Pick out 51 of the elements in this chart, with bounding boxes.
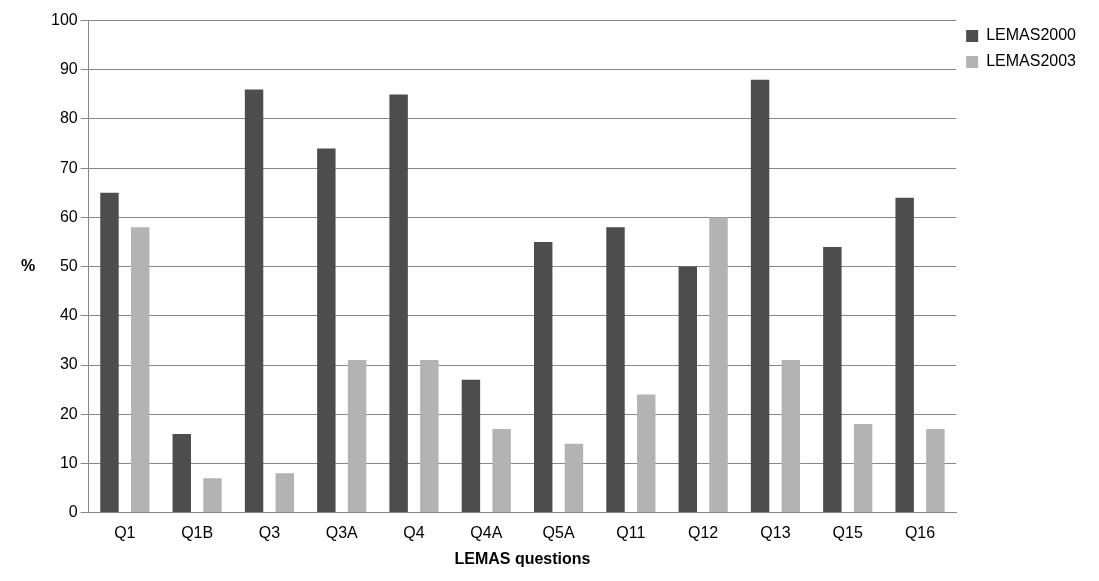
- bar: [534, 242, 553, 513]
- y-tick-label: 50: [59, 257, 78, 275]
- x-tick-label: Q15: [832, 523, 863, 541]
- y-tick-label: 10: [59, 453, 78, 471]
- bar: [564, 443, 584, 513]
- x-tick-label: Q3A: [325, 523, 359, 541]
- bar: [606, 227, 625, 513]
- bar: [492, 428, 511, 513]
- y-tick-label: 20: [59, 404, 78, 422]
- bar: [389, 94, 408, 513]
- y-tick-label: 30: [59, 355, 78, 373]
- bar: [781, 360, 801, 513]
- x-tick-label: Q1: [114, 523, 136, 541]
- y-axis-title: %: [20, 257, 36, 275]
- bar: [637, 394, 656, 513]
- bar: [420, 360, 439, 513]
- y-tick-label: 60: [59, 207, 78, 225]
- legend-label: LEMAS2000: [986, 26, 1077, 44]
- x-tick-label: Q13: [760, 523, 791, 541]
- x-tick-label: Q3: [258, 523, 281, 541]
- bar: [461, 379, 481, 513]
- bar: [100, 192, 119, 513]
- x-tick-label: Q4A: [470, 523, 503, 541]
- y-tick-label: 40: [59, 306, 78, 324]
- y-tick-label: 90: [59, 60, 78, 78]
- x-tick-label: Q12: [688, 523, 719, 541]
- y-tick-label: 100: [50, 11, 78, 29]
- bar: [709, 217, 728, 513]
- bar: [926, 428, 945, 513]
- x-tick-label: Q4: [403, 523, 425, 541]
- x-tick-label: Q5A: [542, 523, 575, 541]
- x-tick-label: Q1B: [181, 523, 214, 541]
- bar: [317, 148, 336, 513]
- bar: [853, 424, 873, 513]
- bar: [130, 227, 150, 513]
- bar: [203, 478, 222, 513]
- x-axis-title: LEMAS questions: [454, 549, 591, 567]
- bar: [750, 79, 770, 513]
- bar: [275, 473, 294, 513]
- bar: [895, 197, 914, 513]
- bar: [172, 433, 191, 513]
- y-tick-label: 80: [59, 109, 78, 127]
- x-tick-label: Q11: [616, 523, 646, 541]
- bar: [678, 266, 698, 513]
- bar: [823, 246, 842, 513]
- y-tick-label: 0: [68, 503, 78, 521]
- y-tick-label: 70: [59, 158, 78, 176]
- x-tick-label: Q16: [904, 523, 936, 541]
- bar: [244, 89, 264, 513]
- legend-label: LEMAS2003: [986, 52, 1077, 70]
- bar: [347, 360, 367, 513]
